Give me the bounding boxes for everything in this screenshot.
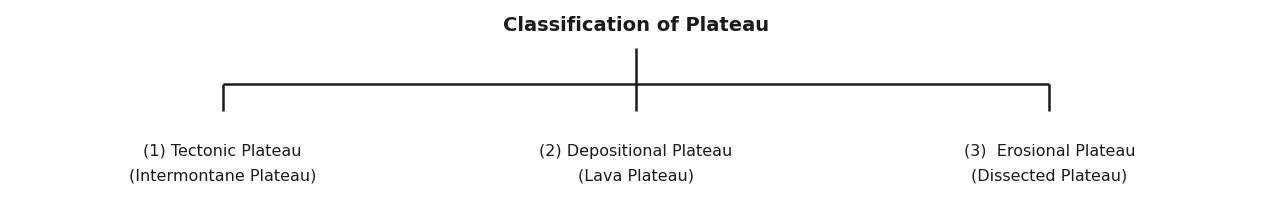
Text: (1) Tectonic Plateau
(Intermontane Plateau): (1) Tectonic Plateau (Intermontane Plate… — [128, 144, 317, 184]
Text: (3)  Erosional Plateau
(Dissected Plateau): (3) Erosional Plateau (Dissected Plateau… — [964, 144, 1135, 184]
Text: Classification of Plateau: Classification of Plateau — [502, 16, 770, 35]
Text: (2) Depositional Plateau
(Lava Plateau): (2) Depositional Plateau (Lava Plateau) — [539, 144, 733, 184]
